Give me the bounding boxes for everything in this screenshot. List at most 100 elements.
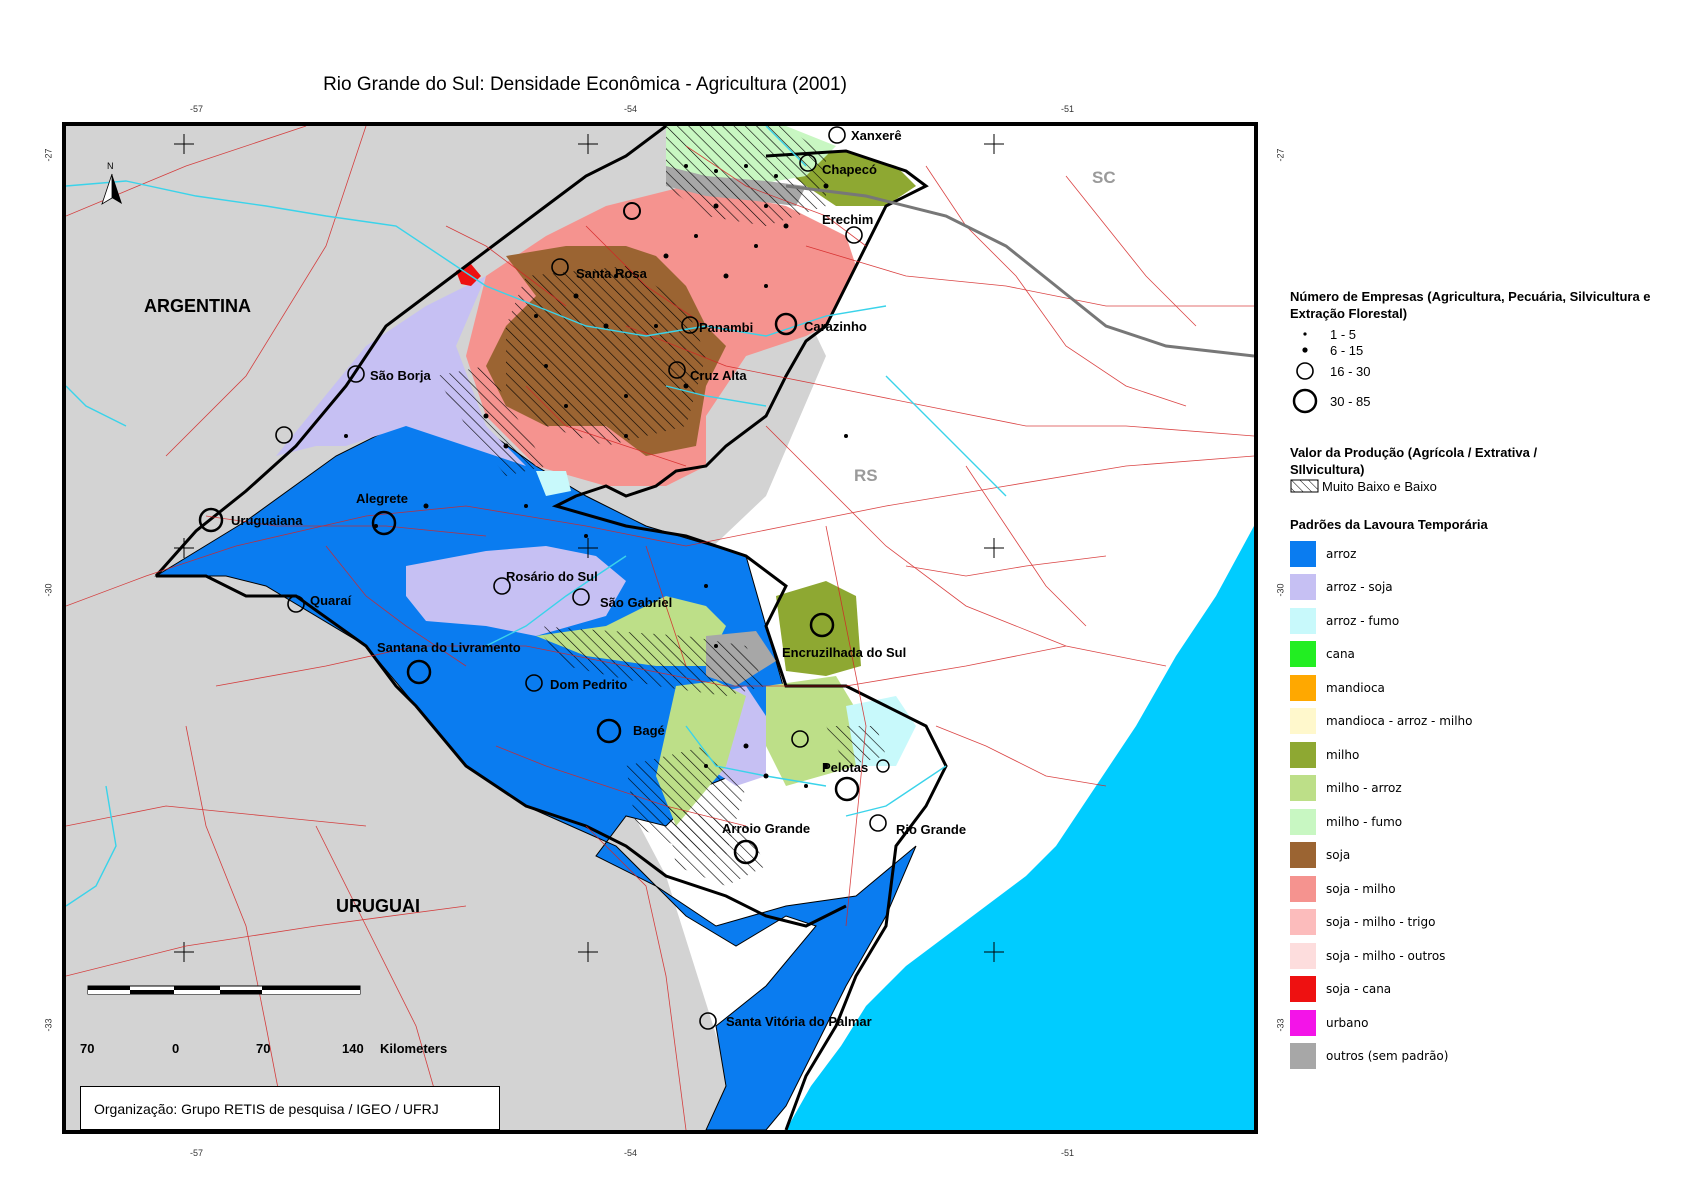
city-label: Uruguaiana xyxy=(231,513,303,528)
legend-lavoura-item: soja - milho - outros xyxy=(1290,939,1680,973)
legend-swatch xyxy=(1290,674,1316,701)
legend-empresas-row: 30 - 85 xyxy=(1290,384,1680,418)
legend-producao-row: Muito Baixo e Baixo xyxy=(1290,478,1680,494)
country-label-uruguai: URUGUAI xyxy=(336,896,420,916)
legend-lavoura-item: outros (sem padrão) xyxy=(1290,1040,1680,1074)
legend: Número de Empresas (Agricultura, Pecuári… xyxy=(1290,288,1680,1073)
legend-swatch xyxy=(1290,942,1316,969)
legend-lavoura-item: milho - fumo xyxy=(1290,805,1680,839)
city-label: Santa Vitória do Palmar xyxy=(726,1014,872,1029)
legend-swatch xyxy=(1290,976,1316,1003)
legend-empresas-row: 1 - 5 xyxy=(1290,326,1680,342)
legend-lavoura-label: mandioca - arroz - milho xyxy=(1326,714,1473,729)
river-network xyxy=(66,126,1007,907)
legend-lavoura-label: soja - milho xyxy=(1326,881,1396,896)
legend-lavoura-item: cana xyxy=(1290,638,1680,672)
scale-unit: Kilometers xyxy=(380,1041,448,1056)
graticule-crosses xyxy=(174,134,1004,962)
city-label: São Gabriel xyxy=(600,595,673,610)
country-label-argentina: ARGENTINA xyxy=(144,296,251,316)
legend-swatch xyxy=(1290,708,1316,735)
legend-lavoura-label: urbano xyxy=(1326,1015,1369,1030)
city-label: Rio Grande xyxy=(896,822,967,837)
scale-tick: 70 xyxy=(80,1041,95,1056)
city-label: Xanxerê xyxy=(851,128,902,143)
legend-swatch xyxy=(1290,808,1316,835)
legend-empresas-row: 16 - 30 xyxy=(1290,358,1680,384)
legend-lavoura-label: soja - milho - trigo xyxy=(1326,915,1436,930)
map-canvas[interactable] xyxy=(66,126,1254,1130)
legend-lavoura-item: arroz - fumo xyxy=(1290,604,1680,638)
city-label: Santa Rosa xyxy=(576,266,647,281)
legend-lavoura-item: soja - milho xyxy=(1290,872,1680,906)
north-arrow-icon xyxy=(101,173,122,205)
legend-swatch xyxy=(1290,741,1316,768)
city-label: Arroio Grande xyxy=(722,821,811,836)
lon-label-top: -51 xyxy=(1061,104,1075,114)
scale-labels: 70 0 70 140 Kilometers xyxy=(80,1041,500,1081)
scale-bar xyxy=(87,985,361,995)
lat-label-left: -33 xyxy=(43,1018,54,1032)
region-milho-arroz xyxy=(766,676,866,786)
legend-swatch xyxy=(1290,574,1316,601)
legend-lavoura-label: soja - milho - outros xyxy=(1326,948,1446,963)
legend-swatch xyxy=(1290,1043,1316,1070)
legend-swatch xyxy=(1290,775,1316,802)
lon-label-bottom: -54 xyxy=(624,1148,638,1158)
scale-tick: 70 xyxy=(256,1041,271,1056)
lat-label-left: -27 xyxy=(43,148,54,162)
state-label-rs: RS xyxy=(854,466,878,485)
legend-empresas-label: 1 - 5 xyxy=(1330,326,1357,342)
north-label: N xyxy=(107,161,114,171)
city-label: Santana do Livramento xyxy=(377,640,521,655)
lat-label-right: -27 xyxy=(1275,148,1286,162)
lon-label-bottom: -51 xyxy=(1061,1148,1075,1158)
ocean xyxy=(786,526,1254,1130)
legend-swatch xyxy=(1290,641,1316,668)
city-label: Rosário do Sul xyxy=(506,569,598,584)
city-label: Alegrete xyxy=(356,491,409,506)
legend-lavoura-label: milho xyxy=(1326,747,1360,762)
lon-label-top: -54 xyxy=(624,104,638,114)
scale-tick: 140 xyxy=(342,1041,364,1056)
legend-lavoura-item: soja xyxy=(1290,839,1680,873)
credit-box: Organização: Grupo RETIS de pesquisa / I… xyxy=(80,1086,500,1130)
city-label: Panambi xyxy=(699,320,754,335)
map-frame[interactable]: ARGENTINA URUGUAI SC RS N Xanxerê Chapec… xyxy=(62,122,1258,1134)
legend-lavoura-label: arroz - fumo xyxy=(1326,613,1400,628)
city-label: Chapecó xyxy=(822,162,877,177)
legend-empresas-label: 30 - 85 xyxy=(1330,393,1371,409)
rs-boundary xyxy=(154,126,948,1130)
legend-lavoura-item: mandioca xyxy=(1290,671,1680,705)
legend-lavoura-label: outros (sem padrão) xyxy=(1326,1049,1449,1064)
legend-lavoura-list: arroz arroz - soja arroz - fumo cana mandioc… xyxy=(1290,537,1680,1073)
city-label: Bagé xyxy=(633,723,665,738)
legend-lavoura-label: mandioca xyxy=(1326,680,1385,695)
city-label: Dom Pedrito xyxy=(550,677,628,692)
legend-lavoura-label: soja xyxy=(1326,848,1351,863)
city-markers xyxy=(198,126,890,1030)
legend-lavoura-item: urbano xyxy=(1290,1006,1680,1040)
city-label: São Borja xyxy=(370,368,431,383)
legend-lavoura-label: soja - cana xyxy=(1326,982,1392,997)
legend-swatch xyxy=(1290,842,1316,869)
dot-small-icon xyxy=(1303,332,1307,336)
lat-label-right: -30 xyxy=(1275,583,1286,597)
legend-swatch xyxy=(1290,607,1316,634)
legend-producao-label: Muito Baixo e Baixo xyxy=(1322,478,1437,494)
legend-producao-title: Valor da Produção (Agrícola / Extrativa … xyxy=(1290,445,1538,477)
city-label: Carazinho xyxy=(804,319,867,334)
legend-empresas-row: 6 - 15 xyxy=(1290,342,1680,358)
legend-swatch xyxy=(1290,540,1316,567)
dot-medium-icon xyxy=(1302,347,1308,353)
city-label: Cruz Alta xyxy=(690,368,747,383)
legend-lavoura-label: arroz - soja xyxy=(1326,580,1393,595)
legend-lavoura-label: milho - arroz xyxy=(1326,781,1402,796)
scale-tick: 0 xyxy=(172,1041,180,1056)
legend-empresas-title: Número de Empresas (Agricultura, Pecuári… xyxy=(1290,289,1651,321)
state-border xyxy=(785,184,1254,358)
hatch-swatch-icon xyxy=(1290,479,1319,493)
region-arroz-fumo xyxy=(536,471,571,496)
legend-empresas-label: 16 - 30 xyxy=(1330,363,1371,379)
legend-swatch xyxy=(1290,875,1316,902)
